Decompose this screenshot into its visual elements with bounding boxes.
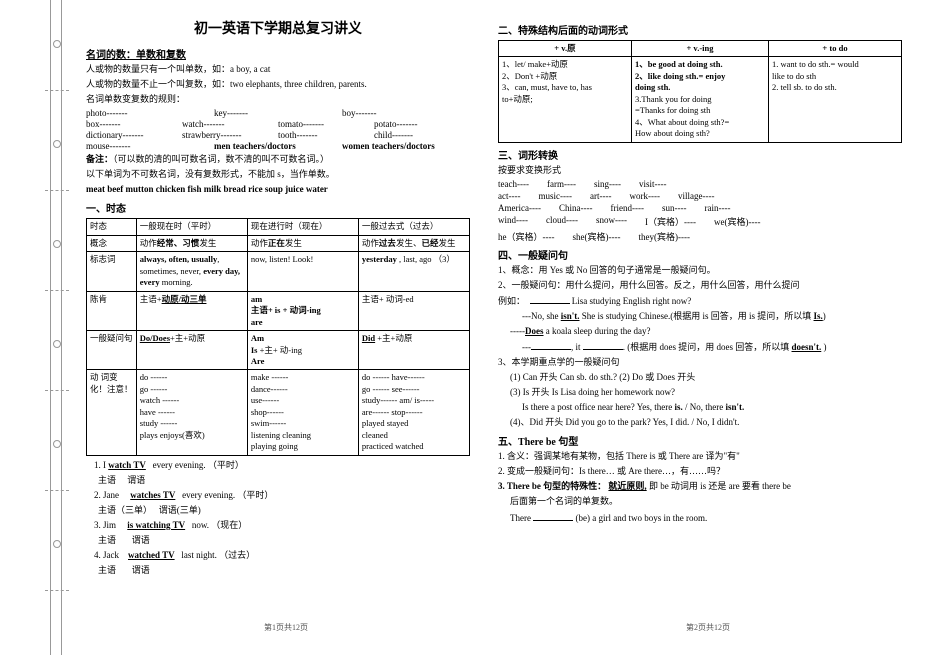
s4-sub-1-2: (1) Can 开头 Can sb. do sth.? (2) Do 或 Doe… [510,371,902,384]
s5-line-3b: 后面第一个名词的单复数。 [510,495,902,508]
tense-heading: 一、时态 [86,200,470,215]
vocab-row-5: he（宾格）----she(宾格)----they(宾格)---- [498,230,902,243]
section-2-heading: 二、特殊结构后面的动词形式 [498,22,902,37]
noun-heading: 名词的数：单数和复数 [86,46,470,61]
plural-row-4: mouse------- men teachers/doctors women … [86,141,470,151]
plural-row-3: dictionary-------strawberry-------tooth-… [86,130,470,140]
noun-line-1: 人或物的数量只有一个叫单数，如：a boy, a cat [86,63,470,76]
structure-table: + v.原 + v.-ing + to do 1、let/ make+动原 2、… [498,40,902,143]
example-1-labels: 主语 谓语 [98,474,470,487]
page-left: 初一英语下学期总复习讲义 名词的数：单数和复数 人或物的数量只有一个叫单数，如：… [78,18,478,637]
s4-line-1: 1、概念：用 Yes 或 No 回答的句子通常是一般疑问句。 [498,264,902,277]
s4-sub-4: (4)、Did 开头 Did you go to the park? Yes, … [510,416,902,429]
page-footer-1: 第1页共12页 [86,622,486,633]
example-3: 3. Jim is watching TV now. （现在） [94,519,470,532]
vocab-row-3: America----China----friend----sun----rai… [498,203,902,213]
example-4: 4. Jack watched TV last night. （过去） [94,549,470,562]
example-3-labels: 主语 谓语 [98,534,470,547]
s5-line-3: 3. There be 句型的特殊性： 就近原则, 即 be 动词用 is 还是… [498,480,902,493]
page-right: 二、特殊结构后面的动词形式 + v.原 + v.-ing + to do 1、l… [490,18,910,637]
s5-line-1: 1. 含义：强调某地有某物，包括 There is 或 There are 译为… [498,450,902,463]
note-2: 以下单词为不可数名词，没有复数形式，不能加 s，当作单数。 [86,168,470,181]
noun-line-2: 人或物的数量不止一个叫复数，如：two elephants, three chi… [86,78,470,91]
tense-table: 时态 一般现在时（平时） 现在进行时（现在） 一般过去式（过去） 概念 动作经常… [86,218,470,455]
s5-line-2: 2. 变成一般疑问句：Is there… 或 Are there…，有……吗？ [498,465,902,478]
page-footer-2: 第2页共12页 [498,622,918,633]
vocab-row-1: teach----farm----sing----visit---- [498,179,902,189]
plural-row-2: box-------watch-------tomato-------potat… [86,119,470,129]
vocab-row-4: wind----cloud----snow----I（宾格）----we(宾格)… [498,215,902,228]
example-4-labels: 主语 谓语 [98,564,470,577]
example-2-labels: 主语（三单） 谓语(三单) [98,504,470,517]
section-5-heading: 五、There be 句型 [498,433,902,448]
example-2: 2. Jane watches TV every evening. （平时） [94,489,470,502]
example-1: 1. I watch TV every evening. （平时） [94,459,470,472]
s4-sub-3: (3) Is 开头 Is Lisa doing her homework now… [510,386,902,399]
spiral-binding [50,0,62,655]
s4-sub-3b: Is there a post office near here? Yes, t… [522,401,902,414]
s4-line-3: 3、本学期重点学的一般疑问句 [498,356,902,369]
noun-line-3: 名词单数变复数的规则： [86,93,470,106]
page-title: 初一英语下学期总复习讲义 [86,18,470,38]
s4-example-label: 例如： Lisa studying English right now? [498,294,902,308]
section-4-heading: 四、一般疑问句 [498,247,902,262]
section-3-heading: 三、词形转换 [498,147,902,162]
s4-example-answer-2: ---, it . (根据用 does 提问，用 does 回答，所以填 doe… [522,340,902,354]
uncountable-list: meat beef mutton chicken fish milk bread… [86,183,470,196]
vocab-row-2: act----music----art----work----village--… [498,191,902,201]
s4-example-2: -----Does a koala sleep during the day? [510,325,902,338]
plural-row-1: photo-------key-------boy------- [86,108,470,118]
section-3-instruction: 按要求变换形式 [498,164,902,177]
s4-example-answer-1: ---No, she isn't. She is studying Chines… [522,310,902,323]
s5-line-4: There (be) a girl and two boys in the ro… [510,511,902,525]
s4-line-2: 2、一般疑问句：用什么提问，用什么回答。反之，用什么回答，用什么提问 [498,279,902,292]
note-1: 备注：（可以数的清的叫可数名词，数不清的叫不可数名词。） [86,153,470,166]
